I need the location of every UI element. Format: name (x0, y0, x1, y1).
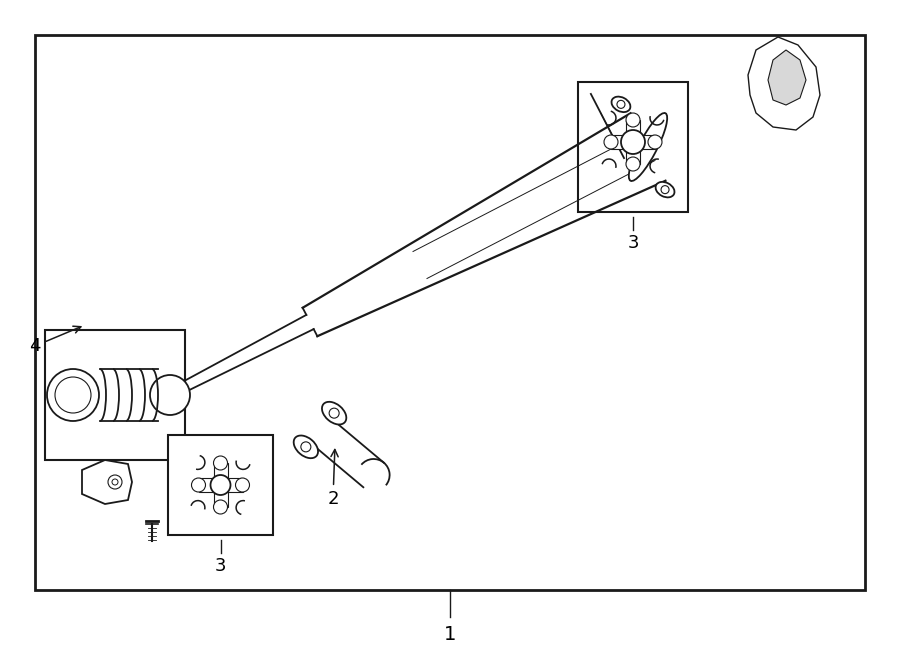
Text: 3: 3 (627, 234, 639, 252)
Circle shape (211, 475, 230, 495)
Text: 2: 2 (328, 449, 338, 508)
Circle shape (192, 478, 205, 492)
Bar (578, 82, 688, 212)
Polygon shape (748, 37, 820, 130)
Polygon shape (626, 142, 640, 164)
Circle shape (329, 408, 339, 418)
Polygon shape (768, 50, 806, 105)
Circle shape (661, 185, 669, 194)
Ellipse shape (655, 182, 674, 197)
Polygon shape (213, 485, 228, 507)
Circle shape (213, 500, 228, 514)
Circle shape (617, 101, 625, 109)
Circle shape (626, 157, 640, 171)
Circle shape (47, 369, 99, 421)
Polygon shape (633, 135, 655, 149)
Text: 3: 3 (215, 557, 226, 575)
Text: 1: 1 (444, 626, 456, 645)
Ellipse shape (322, 402, 346, 424)
Polygon shape (220, 478, 242, 492)
Circle shape (301, 442, 310, 452)
Ellipse shape (611, 97, 630, 112)
Text: 4: 4 (30, 326, 81, 355)
Polygon shape (213, 463, 228, 485)
Bar (168, 435, 273, 535)
Bar (45, 330, 185, 460)
Circle shape (55, 377, 91, 413)
Polygon shape (611, 135, 633, 149)
Polygon shape (82, 460, 132, 504)
Circle shape (112, 479, 118, 485)
Circle shape (621, 130, 645, 154)
Bar (35, 35, 865, 590)
Circle shape (626, 113, 640, 127)
Circle shape (213, 456, 228, 470)
Ellipse shape (629, 113, 667, 181)
Circle shape (236, 478, 249, 492)
Polygon shape (626, 120, 640, 142)
Polygon shape (199, 478, 220, 492)
Circle shape (604, 135, 618, 149)
Circle shape (108, 475, 122, 489)
Ellipse shape (293, 436, 318, 458)
Circle shape (150, 375, 190, 415)
Circle shape (648, 135, 662, 149)
